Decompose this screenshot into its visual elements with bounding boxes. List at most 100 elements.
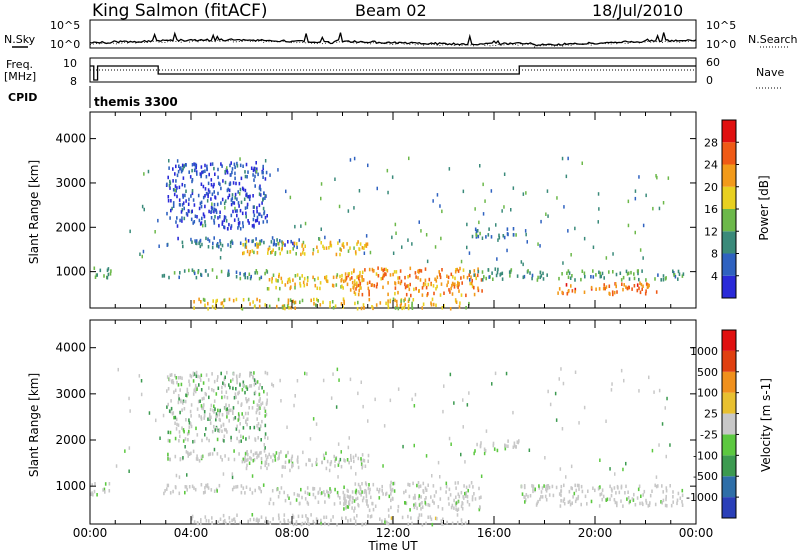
scatter-cell [191, 191, 194, 196]
scatter-cell [196, 239, 198, 243]
scatter-cell [487, 233, 490, 237]
scatter-cell [172, 411, 175, 415]
scatter-cell [414, 271, 417, 275]
scatter-cell [256, 417, 258, 421]
scatter-cell [366, 502, 368, 506]
scatter-cell [251, 474, 254, 478]
scatter-cell [323, 246, 325, 250]
scatter-cell [166, 389, 168, 393]
colorbar-tick-label: 12 [704, 225, 718, 238]
scatter-cell [212, 408, 214, 413]
scatter-cell [482, 182, 484, 187]
scatter-cell [198, 297, 200, 302]
scatter-cell [626, 497, 628, 501]
scatter-cell [262, 198, 264, 202]
scatter-cell [242, 426, 245, 430]
scatter-cell [575, 488, 577, 493]
scatter-cell [173, 390, 175, 394]
scatter-cell [197, 193, 200, 198]
scatter-cell [442, 409, 444, 414]
scatter-cell [194, 164, 197, 168]
scatter-cell [104, 490, 106, 494]
scatter-cell [294, 306, 296, 310]
scatter-cell [248, 252, 251, 257]
scatter-cell [361, 453, 364, 457]
scatter-cell [338, 460, 340, 464]
scatter-cell [643, 489, 646, 494]
scatter-cell [578, 421, 580, 425]
scatter-cell [175, 417, 178, 422]
scatter-cell [496, 257, 498, 261]
scatter-cell [658, 388, 661, 393]
scatter-cell [166, 211, 168, 216]
scatter-cell [248, 272, 251, 276]
scatter-cell [305, 462, 307, 467]
scatter-cell [412, 298, 415, 302]
scatter-cell [613, 290, 616, 295]
scatter-cell [633, 492, 635, 497]
scatter-cell [681, 274, 684, 278]
scatter-cell [249, 371, 251, 375]
scatter-cell [271, 459, 274, 463]
scatter-cell [603, 283, 605, 287]
scatter-cell [343, 301, 345, 306]
scatter-cell [294, 282, 296, 287]
scatter-cell [223, 427, 226, 432]
scatter-cell [237, 412, 240, 416]
scatter-cell [338, 239, 341, 243]
scatter-cell [644, 292, 647, 296]
scatter-cell [290, 521, 293, 525]
scatter-cell [257, 243, 259, 247]
scatter-cell [436, 275, 439, 279]
scatter-cell [228, 222, 230, 227]
scatter-cell [347, 519, 349, 523]
scatter-cell [259, 487, 261, 491]
scatter-cell [430, 517, 433, 521]
scatter-cell [204, 515, 207, 519]
scatter-cell [387, 508, 390, 512]
scatter-cell [312, 519, 315, 524]
scatter-cell [462, 398, 464, 402]
scatter-cell [218, 181, 220, 186]
scatter-cell [263, 443, 265, 447]
scatter-cell [507, 439, 509, 443]
scatter-cell [231, 167, 234, 171]
scatter-cell [406, 284, 408, 288]
scatter-cell [306, 486, 309, 490]
scatter-cell [391, 175, 394, 179]
scatter-cell [491, 382, 493, 386]
y-tick-label: 2000 [55, 433, 86, 447]
scatter-cell [226, 411, 228, 416]
scatter-cell [264, 409, 267, 413]
scatter-cell [583, 290, 586, 294]
scatter-cell [264, 159, 267, 163]
scatter-cell [357, 274, 360, 279]
scatter-cell [202, 170, 205, 174]
scatter-cell [108, 482, 111, 486]
scatter-cell [367, 459, 369, 463]
scatter-cell [238, 429, 241, 434]
scatter-cell [369, 250, 372, 255]
scatter-cell [258, 304, 261, 309]
scatter-cell [310, 513, 312, 517]
scatter-cell [307, 502, 310, 506]
scatter-cell [329, 301, 331, 305]
scatter-cell [167, 452, 169, 457]
scatter-cell [230, 408, 232, 413]
scatter-cell [429, 515, 432, 519]
scatter-cell [96, 273, 98, 277]
scatter-cell [638, 286, 640, 291]
scatter-cell [247, 452, 249, 457]
scatter-cell [453, 498, 455, 503]
scatter-cell [226, 430, 228, 434]
scatter-cell [357, 391, 359, 396]
scatter-cell [332, 284, 335, 288]
scatter-cell [325, 515, 328, 519]
scatter-cell [221, 301, 224, 305]
scatter-cell [359, 270, 361, 275]
scatter-cell [358, 247, 360, 251]
scatter-cell [448, 167, 451, 171]
scatter-cell [277, 279, 279, 283]
scatter-cell [223, 218, 225, 223]
